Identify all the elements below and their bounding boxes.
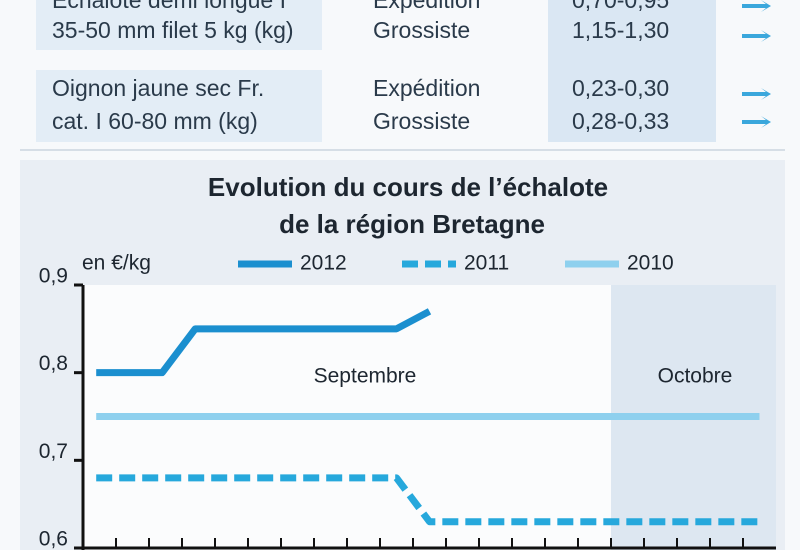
prices-text: 0,23-0,30 [572, 75, 669, 101]
arrow [742, 30, 771, 42]
product-text: Oignon jaune sec Fr. [52, 75, 264, 101]
arrow [742, 116, 771, 128]
chart-title: Evolution du cours de l’échalote [208, 172, 608, 202]
product-cell [36, 70, 322, 142]
arrows [742, 0, 771, 128]
y-tick-label: 0,9 [39, 265, 68, 288]
legend-label: 2011 [464, 252, 509, 275]
price-column [548, 0, 716, 142]
markets-text: Expédition [373, 0, 480, 13]
annotation: Octobre [658, 365, 733, 388]
chart-title: de la région Bretagne [279, 209, 545, 239]
product-text: Échalote demi longue I [52, 0, 286, 13]
y-tick-label: 0,7 [39, 440, 68, 463]
product-cell [36, 0, 322, 50]
y-tick-label: 0,8 [39, 352, 68, 375]
prices-text: 0,70-0,95 [572, 0, 669, 13]
series-line [96, 474, 760, 526]
legend-label: 2012 [300, 252, 347, 275]
table: Échalote demi longue I 35-50 mm filet 5 k… [52, 0, 669, 134]
y-axis-label: en €/kg [82, 252, 151, 275]
series-line [96, 308, 432, 377]
legend-label: 2010 [627, 252, 674, 275]
chart: Septembre Octobre 0,6 0,7 0,8 0,9 2012 2011 2010 [39, 252, 776, 550]
markets-text: Grossiste [373, 108, 470, 134]
arrow [742, 0, 771, 12]
annotation: Septembre [314, 365, 417, 388]
prices-text: 1,15-1,30 [572, 17, 669, 43]
product-text: 35-50 mm filet 5 kg (kg) [52, 17, 294, 43]
markets-text: Expédition [373, 75, 480, 101]
prices-text: 0,28-0,33 [572, 108, 669, 134]
arrow [742, 88, 771, 100]
y-tick-label: 0,6 [39, 528, 68, 550]
product-text: cat. I 60-80 mm (kg) [52, 108, 258, 134]
markets-text: Grossiste [373, 17, 470, 43]
